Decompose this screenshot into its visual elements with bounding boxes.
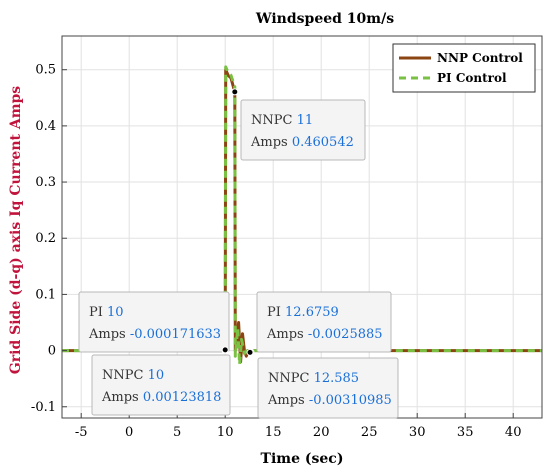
datatip-x-value: 12.6759 — [285, 305, 339, 320]
datatip-x-label: PI 12.6759 — [267, 305, 339, 320]
datatip-y-value: -0.0025885 — [308, 327, 383, 342]
datatip: NNPC 11 Amps 0.460542 — [240, 99, 366, 161]
legend-entry: PI Control — [437, 71, 507, 85]
datatip-y-value: -0.00310985 — [309, 393, 392, 408]
datatip: PI 10 Amps -0.000171633 — [78, 291, 230, 353]
datatip-box — [78, 291, 230, 353]
datatip-y-label: Amps -0.00310985 — [267, 393, 392, 408]
y-tick-label: 0.2 — [35, 231, 56, 246]
x-tick-label: 10 — [217, 425, 234, 440]
x-tick-label: 20 — [313, 425, 330, 440]
x-tick-label: 35 — [457, 425, 474, 440]
x-tick-label: 30 — [409, 425, 426, 440]
y-tick-label: 0.5 — [35, 63, 56, 78]
datatip-marker — [246, 348, 254, 356]
x-tick-label: 40 — [505, 425, 522, 440]
datatip-box — [257, 357, 399, 419]
y-axis-label: Grid Side (d-q) axis Iq Current Amps — [8, 86, 24, 374]
datatip-marker — [231, 88, 239, 96]
legend-box — [392, 43, 536, 93]
y-tick-label: 0 — [48, 344, 56, 359]
x-tick-label: 15 — [265, 425, 282, 440]
datatip-box — [240, 99, 366, 161]
datatip-x-value: 12.585 — [314, 371, 360, 386]
datatip-x-value: 11 — [297, 113, 314, 128]
x-tick-label: 5 — [173, 425, 181, 440]
datatip-x-label: NNPC 12.585 — [268, 371, 359, 386]
chart-title: Windspeed 10m/s — [255, 11, 394, 27]
datatip-y-label: Amps -0.000171633 — [88, 327, 221, 342]
datatip-y-value: 0.460542 — [292, 135, 354, 150]
datatip-y-value: 0.00123818 — [143, 390, 222, 405]
x-tick-label: 0 — [125, 425, 133, 440]
datatip-box — [256, 291, 392, 353]
legend: NNP Control PI Control — [392, 43, 536, 93]
datatip-x-label: NNPC 10 — [102, 368, 164, 383]
datatip-x-label: PI 10 — [89, 305, 124, 320]
datatip: NNPC 12.585 Amps -0.00310985 — [257, 357, 399, 419]
plot-area: -5 0 5 10 15 20 25 30 35 40 -0.1 0 0.1 0.2 0.3 0.4 0.5 NN… — [31, 35, 543, 440]
datatip-y-label: Amps 0.460542 — [250, 135, 354, 150]
datatip-x-value: 10 — [148, 368, 165, 383]
x-tick-label: 25 — [361, 425, 378, 440]
legend-entry: NNP Control — [437, 51, 523, 65]
datatip: NNPC 10 Amps 0.00123818 — [91, 354, 231, 416]
x-tick-label: -5 — [75, 425, 88, 440]
y-tick-label: 0.3 — [35, 175, 56, 190]
datatip-marker — [221, 346, 229, 354]
datatip-y-value: -0.000171633 — [130, 327, 221, 342]
datatip-x-value: 10 — [107, 305, 124, 320]
datatip-y-label: Amps -0.0025885 — [266, 327, 383, 342]
y-tick-label: 0.4 — [35, 119, 56, 134]
x-axis-label: Time (sec) — [261, 451, 344, 467]
y-tick-label: 0.1 — [35, 287, 56, 302]
datatip-x-label: NNPC 11 — [251, 113, 313, 128]
datatip: PI 12.6759 Amps -0.0025885 — [256, 291, 392, 353]
y-tick-label: -0.1 — [31, 400, 56, 415]
datatip-y-label: Amps 0.00123818 — [101, 390, 221, 405]
datatip-box — [91, 354, 231, 416]
